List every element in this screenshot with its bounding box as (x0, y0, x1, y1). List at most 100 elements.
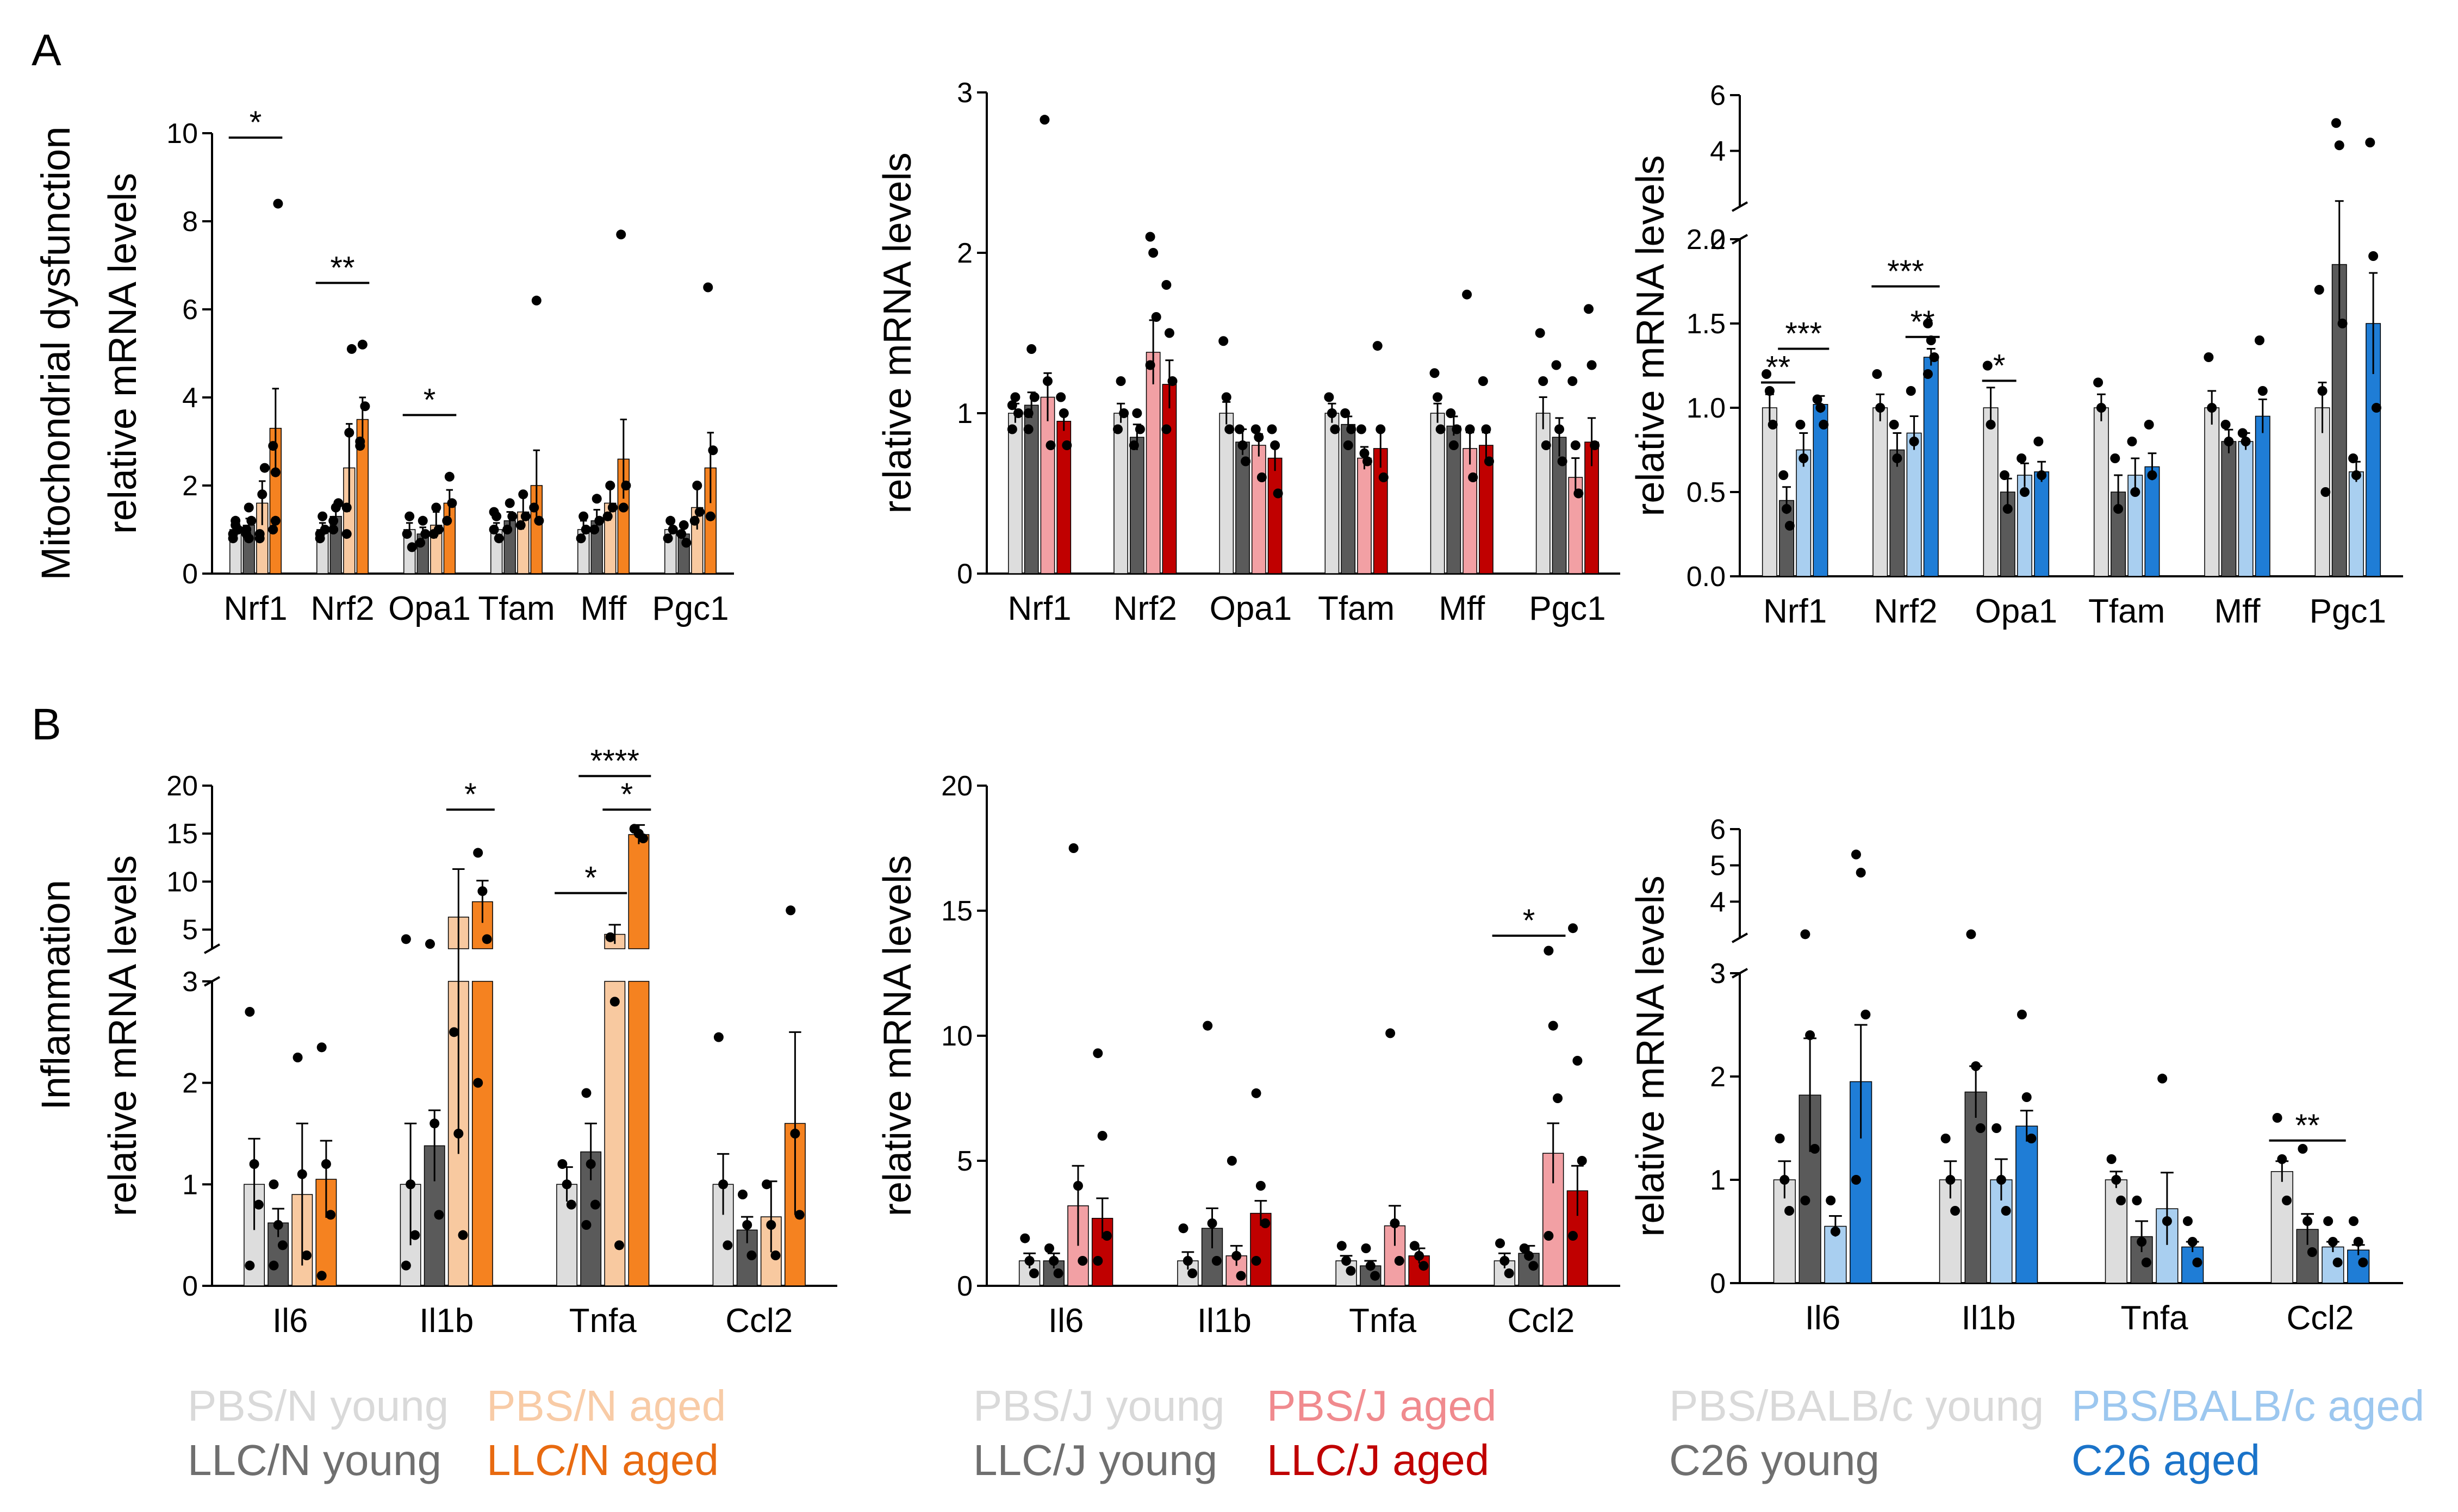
axis-break-mark (1732, 932, 1748, 943)
y-tick-label: 6 (182, 294, 198, 326)
data-point (430, 1118, 440, 1129)
y-tick-label: 0 (957, 558, 973, 590)
data-point (520, 511, 531, 521)
chart-a-nrf-balbc: 0.0 0.5 1.0 1.5 2.02 4 6 relative mRNA levels Nr… (1629, 80, 2403, 630)
data-point (1356, 424, 1366, 434)
data-point (2298, 1144, 2308, 1154)
y-tick-label: 3 (1710, 958, 1726, 990)
y-tick-label: 2 (182, 470, 198, 502)
y-tick-label: 6 (1710, 80, 1726, 111)
data-point (1484, 456, 1494, 466)
data-point (1029, 392, 1040, 402)
bar (1040, 396, 1055, 574)
data-point (1499, 1256, 1510, 1266)
data-point (1528, 1261, 1539, 1271)
data-point (1795, 420, 1806, 430)
data-point (1044, 1243, 1054, 1253)
data-point (2116, 1196, 2126, 1205)
data-point (1059, 408, 1069, 418)
data-point (1390, 1218, 1400, 1228)
x-tick-label: Il1b (419, 1302, 474, 1340)
data-point (1187, 1268, 1198, 1278)
panel-label-b: B (32, 700, 61, 749)
bar (2015, 1125, 2038, 1284)
data-point (277, 1240, 288, 1250)
data-point (794, 1210, 805, 1220)
data-point (2237, 428, 2248, 438)
significance-label: ** (330, 250, 354, 285)
data-point (1211, 1256, 1222, 1266)
data-point (518, 489, 528, 500)
data-point (1161, 280, 1172, 290)
data-point (1385, 1028, 1396, 1038)
chart-a-nrf-n-strain: 0 2 4 6 8 10 relative mRNA levels Nrf1 Nrf2 Opa1 T… (101, 105, 734, 627)
bar (2034, 471, 2050, 577)
data-point (401, 934, 411, 944)
data-point (1992, 1123, 2002, 1133)
data-point (1254, 432, 1264, 443)
data-point (718, 1179, 729, 1190)
data-point (1251, 1256, 1261, 1266)
data-point (2351, 470, 2361, 480)
x-tick-label: Pgc1 (2310, 593, 2386, 630)
data-point (1013, 408, 1023, 418)
data-point (1267, 424, 1277, 434)
data-point (1504, 1268, 1514, 1278)
data-point (618, 502, 628, 513)
data-point (1495, 1238, 1505, 1248)
data-point (326, 1210, 336, 1220)
data-point (1570, 440, 1580, 450)
data-point (1135, 424, 1145, 434)
data-point (762, 1179, 772, 1190)
data-point (2353, 1237, 2363, 1247)
chart-b-inflammation-j-strain: 0 5 10 15 20 relative mRNA levels Il6 Il1b Tnfa C… (876, 770, 1620, 1340)
x-tick-label: Tnfa (1349, 1302, 1417, 1340)
y-tick-label: 5 (1710, 850, 1726, 882)
data-point (473, 1078, 483, 1088)
data-point (442, 515, 452, 526)
data-point (1365, 1261, 1376, 1271)
data-point (1805, 1030, 1815, 1040)
data-point (2254, 335, 2264, 345)
data-point (1221, 392, 1231, 402)
bar (1373, 448, 1388, 574)
data-point (1053, 1268, 1063, 1278)
data-point (1151, 312, 1161, 322)
data-point (244, 533, 254, 544)
x-tick-label: Tnfa (569, 1302, 637, 1340)
x-tick-label: Il1b (1197, 1302, 1252, 1340)
data-point (453, 1129, 464, 1138)
legend-item: LLC/N young (188, 1436, 441, 1484)
data-point (1982, 360, 1993, 371)
data-point (1577, 1156, 1587, 1166)
significance-label: * (584, 861, 597, 896)
data-point (1764, 386, 1775, 396)
significance-label: * (424, 382, 436, 418)
data-point (268, 525, 278, 534)
data-point (1183, 1256, 1193, 1266)
data-point (1341, 1256, 1352, 1266)
data-point (1762, 369, 1772, 379)
data-point (1590, 440, 1600, 450)
data-point (1784, 521, 1795, 531)
data-point (1234, 424, 1244, 434)
data-point (1113, 424, 1123, 434)
bar (2204, 407, 2220, 577)
data-point (1940, 1134, 1951, 1143)
data-point (1524, 1250, 1534, 1261)
data-point (2113, 504, 2124, 514)
data-point (2187, 1237, 2198, 1247)
data-point (592, 494, 602, 504)
data-point (594, 515, 605, 526)
bar (2348, 471, 2364, 577)
data-point (341, 502, 352, 513)
y-tick-label: 2.0 (1687, 224, 1726, 256)
data-point (2282, 1196, 2292, 1205)
data-point (1042, 376, 1053, 386)
data-point (1996, 1175, 2006, 1185)
data-point (1782, 504, 1792, 514)
data-point (401, 1260, 411, 1271)
data-point (2132, 1196, 2142, 1205)
data-point (1465, 424, 1475, 434)
